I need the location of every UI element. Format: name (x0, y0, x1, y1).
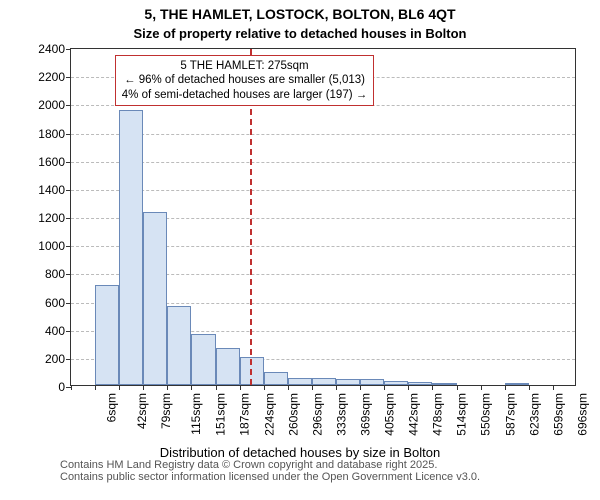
xtick-label: 115sqm (189, 393, 203, 435)
histogram-bar (167, 306, 191, 385)
ytick-mark (66, 359, 71, 360)
ytick-mark (66, 246, 71, 247)
xtick-mark (505, 385, 506, 390)
xtick-mark (553, 385, 554, 390)
ytick-mark (66, 77, 71, 78)
annotation-box: 5 THE HAMLET: 275sqm ← 96% of detached h… (115, 55, 374, 106)
xtick-mark (384, 385, 385, 390)
xtick-mark (95, 385, 96, 390)
xtick-mark (408, 385, 409, 390)
annotation-line2: ← 96% of detached houses are smaller (5,… (122, 73, 367, 87)
gridline (71, 190, 575, 191)
xtick-label: 260sqm (286, 393, 300, 436)
ytick-label: 2400 (38, 42, 65, 56)
xtick-mark (360, 385, 361, 390)
xtick-label: 550sqm (479, 393, 493, 436)
xtick-mark (288, 385, 289, 390)
histogram-bar (119, 110, 143, 385)
ytick-mark (66, 190, 71, 191)
xtick-label: 42sqm (135, 393, 149, 429)
ytick-mark (66, 218, 71, 219)
histogram-bar (143, 212, 167, 385)
xtick-mark (143, 385, 144, 390)
ytick-mark (66, 162, 71, 163)
ytick-label: 1600 (38, 155, 65, 169)
xtick-mark (481, 385, 482, 390)
ytick-mark (66, 49, 71, 50)
ytick-label: 200 (45, 352, 65, 366)
histogram-bar (288, 378, 312, 385)
ytick-label: 400 (45, 324, 65, 338)
chart-title-line1: 5, THE HAMLET, LOSTOCK, BOLTON, BL6 4QT (0, 6, 600, 22)
annotation-line3: 4% of semi-detached houses are larger (1… (122, 88, 367, 102)
histogram-bar (432, 383, 456, 385)
xtick-label: 587sqm (503, 393, 517, 436)
histogram-bar (312, 378, 336, 385)
xtick-mark (167, 385, 168, 390)
histogram-bar (360, 379, 384, 385)
xtick-mark (312, 385, 313, 390)
xtick-mark (457, 385, 458, 390)
ytick-mark (66, 274, 71, 275)
xtick-label: 696sqm (576, 393, 590, 436)
ytick-label: 1200 (38, 211, 65, 225)
xtick-label: 659sqm (551, 393, 565, 436)
ytick-mark (66, 303, 71, 304)
xtick-label: 6sqm (104, 393, 118, 422)
xtick-label: 514sqm (455, 393, 469, 436)
xtick-mark (264, 385, 265, 390)
ytick-mark (66, 134, 71, 135)
xtick-mark (336, 385, 337, 390)
gridline (71, 134, 575, 135)
xtick-label: 442sqm (407, 393, 421, 436)
ytick-label: 0 (58, 380, 65, 394)
histogram-bar (264, 372, 288, 385)
xtick-label: 333sqm (335, 393, 349, 436)
ytick-label: 2200 (38, 70, 65, 84)
histogram-bar (408, 382, 432, 385)
xtick-label: 623sqm (527, 393, 541, 436)
xtick-mark (216, 385, 217, 390)
footer-line1: Contains HM Land Registry data © Crown c… (60, 459, 480, 472)
xtick-label: 79sqm (159, 393, 173, 429)
ytick-mark (66, 331, 71, 332)
xtick-mark (240, 385, 241, 390)
histogram-bar (95, 285, 119, 385)
histogram-bar (384, 381, 408, 385)
plot-area: 0200400600800100012001400160018002000220… (70, 48, 576, 386)
xtick-mark (191, 385, 192, 390)
ytick-mark (66, 105, 71, 106)
chart-container: 5, THE HAMLET, LOSTOCK, BOLTON, BL6 4QT … (0, 0, 600, 500)
histogram-bar (336, 379, 360, 385)
ytick-label: 1400 (38, 183, 65, 197)
annotation-line1: 5 THE HAMLET: 275sqm (122, 59, 367, 73)
xtick-label: 187sqm (238, 393, 252, 436)
histogram-bar (191, 334, 215, 385)
ytick-label: 600 (45, 296, 65, 310)
histogram-bar (216, 348, 240, 385)
xtick-mark (529, 385, 530, 390)
xtick-label: 478sqm (431, 393, 445, 436)
footer-attribution: Contains HM Land Registry data © Crown c… (60, 459, 480, 484)
footer-line2: Contains public sector information licen… (60, 471, 480, 484)
xtick-mark (71, 385, 72, 390)
ytick-label: 800 (45, 267, 65, 281)
xtick-label: 405sqm (383, 393, 397, 436)
histogram-bar (505, 383, 529, 385)
xtick-label: 224sqm (262, 393, 276, 436)
xtick-mark (432, 385, 433, 390)
xtick-label: 369sqm (359, 393, 373, 436)
gridline (71, 162, 575, 163)
ytick-label: 1800 (38, 127, 65, 141)
ytick-label: 2000 (38, 98, 65, 112)
ytick-label: 1000 (38, 239, 65, 253)
xtick-label: 151sqm (214, 393, 228, 436)
chart-title-line2: Size of property relative to detached ho… (0, 26, 600, 41)
xtick-mark (119, 385, 120, 390)
xtick-label: 296sqm (310, 393, 324, 436)
